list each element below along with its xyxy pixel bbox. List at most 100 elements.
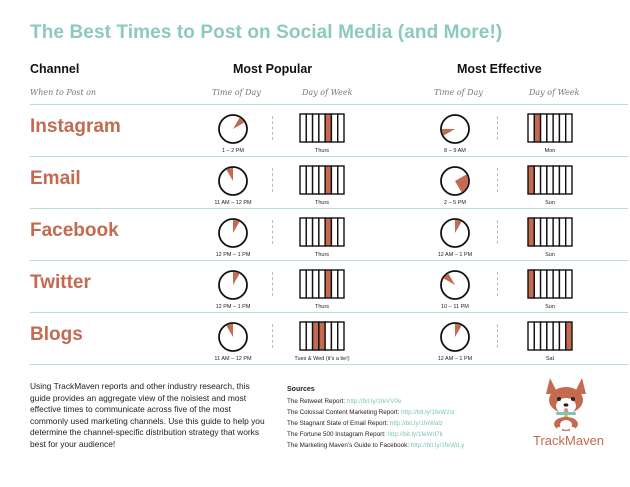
day-bar [299,321,307,351]
day-bar [330,165,339,195]
day-of-week-value: Mon [544,148,556,154]
day-bar [318,217,326,247]
day-of-week-value: Thurs [314,304,330,310]
day-bar [552,217,561,247]
dashed-separator [272,168,273,192]
week-pop-icon [299,321,345,351]
day-bar [299,113,307,143]
day-bar [565,165,573,195]
week-pop-icon [299,165,345,195]
day-bar [539,113,548,143]
most-popular-header: Most Popular [233,62,313,76]
day-bar [558,269,567,299]
day-bar [337,269,345,299]
dashed-separator [497,272,498,296]
channel-row: Twitter 12 PM – 1 PM Thurs 10 – 11 PM Sun [0,266,630,318]
day-bar [337,113,345,143]
time-of-day-value: 12 AM – 1 PM [437,252,473,258]
day-bar [565,321,573,351]
time-of-day-label-popular: Time of Day [212,88,261,97]
day-bar [318,269,326,299]
source-item: The Fortune 500 Instagram Report: http:/… [287,431,443,438]
day-bar [311,217,320,247]
clock-eff-icon [440,322,470,352]
day-bar [311,113,320,143]
day-bar [337,217,345,247]
day-bar [330,269,339,299]
dashed-separator [497,168,498,192]
day-bar [330,217,339,247]
time-wedge [455,324,462,337]
day-bar [546,269,554,299]
day-bar [539,217,548,247]
source-item: The Stagnant State of Email Report: http… [287,420,443,427]
clock-pop-icon [218,218,248,248]
clock-eff-icon [440,114,470,144]
source-link[interactable]: http://bit.ly/1feW2st [401,409,455,416]
time-wedge [455,220,462,233]
channel-name: Instagram [30,116,121,137]
time-wedge [226,168,233,181]
time-wedge [226,324,233,337]
day-bar [527,165,535,195]
week-eff-icon [527,165,573,195]
day-bar [324,269,333,299]
source-link[interactable]: http://bit.ly/1feWalz [389,420,443,427]
day-bar [305,321,314,351]
channel-row: Blogs 11 AM – 12 PM Tues & Wed (it’s a tie… [0,318,630,370]
day-bar [324,113,333,143]
source-item: The Retweet Report: http://bit.ly/1feVV0… [287,398,401,405]
clock-eff-icon [440,218,470,248]
source-link[interactable]: http://bit.ly/1feVV0e [346,398,402,405]
source-link[interactable]: http://bit.ly/1feWd7k [387,431,443,438]
source-label: The Stagnant State of Email Report: [287,420,390,427]
day-bar [546,165,554,195]
time-wedge [233,272,240,285]
day-bar [299,217,307,247]
time-of-day-value: 12 PM – 1 PM [215,304,251,310]
channel-header: Channel [30,62,80,76]
week-pop-icon [299,217,345,247]
day-bar [533,217,542,247]
time-of-day-value: 11 AM – 12 PM [214,200,252,206]
clock-eff-icon [440,270,470,300]
source-label: The Colossal Content Marketing Report: [287,409,402,416]
day-of-week-value: Sun [545,200,555,206]
channel-name: Email [30,168,81,189]
clock-pop-icon [218,270,248,300]
day-bar [324,165,333,195]
corgi-mascot-icon [546,378,586,432]
divider [30,104,628,105]
day-bar [539,321,548,351]
channel-name: Facebook [30,220,119,241]
time-of-day-value: 2 – 5 PM [443,200,466,206]
channel-name: Twitter [30,272,91,293]
dashed-separator [497,220,498,244]
time-of-day-label-effective: Time of Day [434,88,483,97]
channel-row: Facebook 12 PM – 1 PM Thurs 12 AM – 1 PM Sun [0,214,630,266]
divider [30,364,628,365]
intro-paragraph: Using TrackMaven reports and other indus… [30,381,265,449]
source-label: The Retweet Report: [287,398,347,405]
page-title: The Best Times to Post on Social Media (… [30,22,503,43]
day-bar [330,113,339,143]
when-to-post-label: When to Post on [30,88,97,97]
day-bar [565,217,573,247]
divider [30,260,628,261]
source-label: The Marketing Maven’s Guide to Facebook: [287,442,411,449]
week-pop-icon [299,113,345,143]
day-of-week-value: Sun [545,252,555,258]
day-bar [565,269,573,299]
day-bar [527,269,535,299]
day-bar [311,269,320,299]
day-bar [305,217,314,247]
dashed-separator [497,324,498,348]
time-of-day-value: 12 AM – 1 PM [437,356,473,362]
dashed-separator [272,116,273,140]
day-bar [311,165,320,195]
clock-pop-icon [218,166,248,196]
day-bar [337,321,345,351]
day-bar [558,217,567,247]
source-link[interactable]: http://bit.ly/1feWrLy [410,442,465,449]
day-bar [318,321,326,351]
